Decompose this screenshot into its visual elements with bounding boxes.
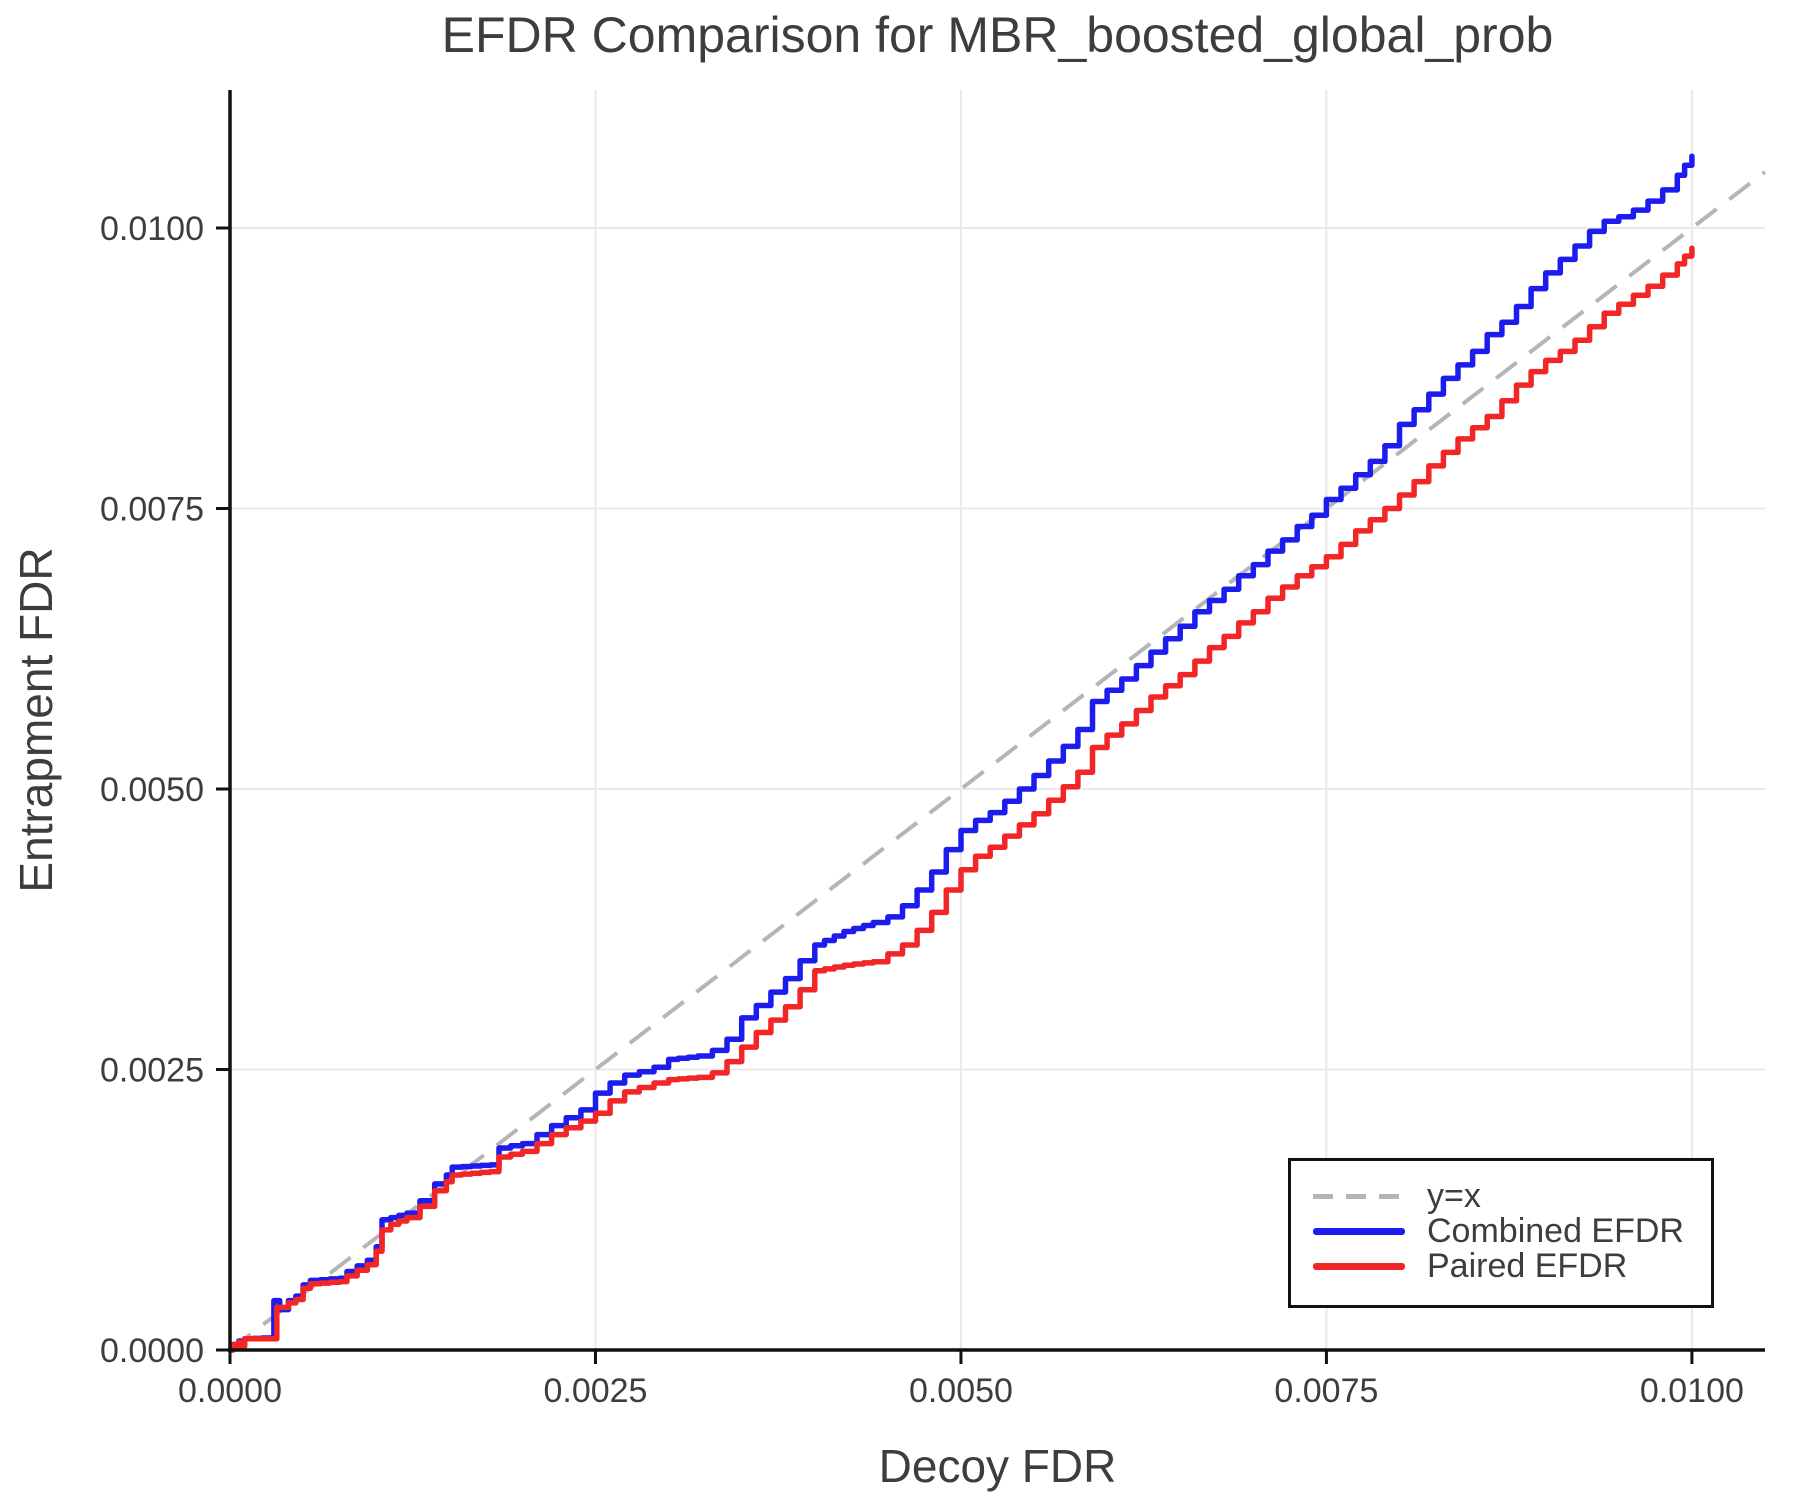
x-axis: 0.0000 0.0025 0.0050 0.0075 0.0100 (178, 1350, 1744, 1410)
legend-label-paired: Paired EFDR (1427, 1247, 1628, 1285)
legend-row-combined: Combined EFDR (1291, 1214, 1711, 1249)
series-paired-efdr (227, 245, 1695, 1353)
paired-efdr-swatch-icon (1313, 1263, 1405, 1270)
legend-row-identity: y=x (1291, 1179, 1711, 1214)
legend-label-identity: y=x (1427, 1177, 1481, 1215)
x-tick-label: 0.0075 (1274, 1372, 1378, 1410)
x-axis-label: Decoy FDR (879, 1440, 1117, 1492)
y-tick-label: 0.0000 (100, 1332, 204, 1370)
x-tick-label: 0.0000 (178, 1372, 282, 1410)
y-tick-label: 0.0025 (100, 1052, 204, 1090)
legend-row-paired: Paired EFDR (1291, 1249, 1711, 1284)
axes-spines (228, 90, 1765, 1352)
y-tick-label: 0.0100 (100, 210, 204, 248)
identity-line-swatch-icon (1313, 1194, 1405, 1199)
series-combined-efdr (227, 153, 1695, 1353)
x-tick-label: 0.0025 (543, 1372, 647, 1410)
y-tick-label: 0.0075 (100, 491, 204, 529)
y-axis: 0.0000 0.0025 0.0050 0.0075 0.0100 (100, 210, 230, 1370)
x-tick-label: 0.0050 (909, 1372, 1013, 1410)
x-tick-label: 0.0100 (1640, 1372, 1744, 1410)
legend: y=x Combined EFDR Paired EFDR (1288, 1158, 1714, 1308)
legend-label-combined: Combined EFDR (1427, 1212, 1684, 1250)
combined-efdr-swatch-icon (1313, 1228, 1405, 1235)
y-axis-label: Entrapment FDR (10, 547, 62, 892)
chart-title: EFDR Comparison for MBR_boosted_global_p… (441, 7, 1554, 63)
y-tick-label: 0.0050 (100, 771, 204, 809)
identity-line (228, 170, 1767, 1352)
